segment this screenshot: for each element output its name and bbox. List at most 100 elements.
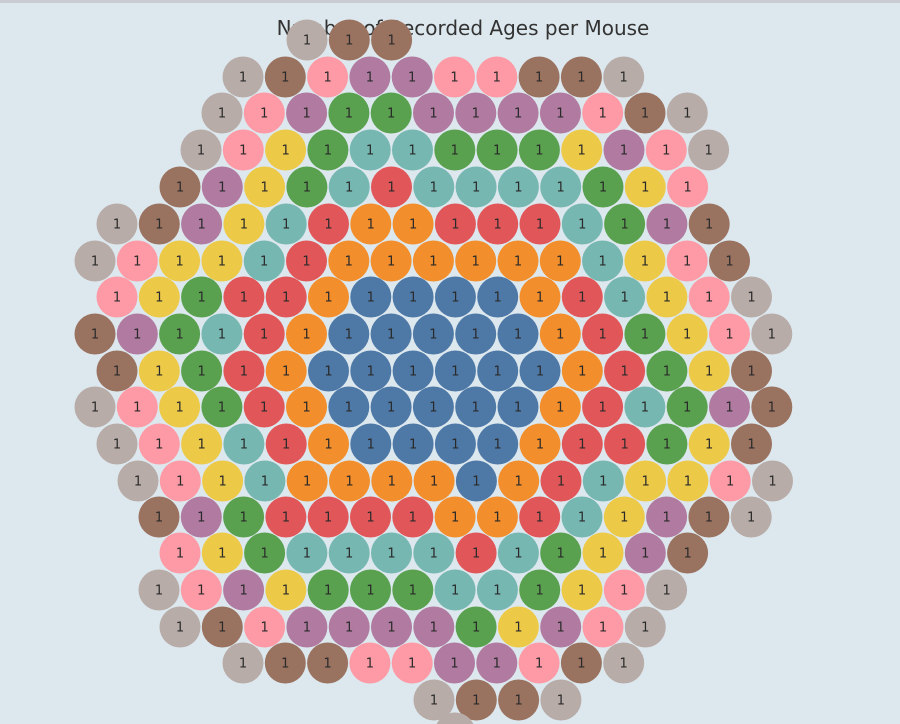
bubble[interactable]: 1 — [350, 569, 391, 611]
bubble-circle[interactable] — [370, 313, 412, 355]
bubble-circle[interactable] — [624, 386, 666, 428]
bubble-circle[interactable] — [286, 386, 327, 428]
bubble[interactable]: 1 — [560, 642, 602, 684]
bubble[interactable]: 1 — [181, 203, 223, 245]
bubble-circle[interactable] — [497, 92, 539, 134]
bubble[interactable]: 1 — [328, 166, 370, 208]
bubble-circle[interactable] — [688, 129, 730, 171]
bubble-circle[interactable] — [434, 642, 475, 684]
bubble[interactable]: 1 — [709, 313, 750, 355]
bubble-circle[interactable] — [455, 679, 497, 721]
bubble-circle[interactable] — [604, 423, 646, 465]
bubble-circle[interactable] — [243, 313, 285, 355]
bubble[interactable]: 1 — [519, 569, 561, 611]
bubble[interactable]: 1 — [646, 350, 688, 392]
bubble[interactable]: 1 — [96, 203, 138, 245]
bubble[interactable]: 1 — [244, 166, 286, 208]
bubble-circle[interactable] — [455, 166, 497, 208]
bubble[interactable]: 1 — [476, 642, 518, 684]
bubble[interactable]: 1 — [243, 240, 285, 282]
bubble-circle[interactable] — [329, 460, 370, 502]
bubble-circle[interactable] — [709, 386, 750, 428]
bubble[interactable]: 1 — [286, 386, 327, 428]
bubble[interactable]: 1 — [497, 166, 539, 208]
bubble-circle[interactable] — [138, 569, 180, 611]
bubble-circle[interactable] — [286, 606, 328, 648]
bubble-circle[interactable] — [476, 642, 518, 684]
bubble-circle[interactable] — [392, 203, 434, 245]
bubble[interactable]: 1 — [391, 642, 433, 684]
bubble[interactable]: 1 — [518, 642, 560, 684]
bubble[interactable]: 1 — [434, 350, 476, 392]
bubble[interactable]: 1 — [497, 240, 539, 282]
bubble-circle[interactable] — [223, 569, 265, 611]
bubble[interactable]: 1 — [560, 56, 602, 98]
bubble[interactable]: 1 — [497, 532, 539, 574]
bubble-circle[interactable] — [286, 532, 328, 574]
bubble[interactable]: 1 — [370, 92, 412, 134]
bubble-circle[interactable] — [539, 92, 581, 134]
bubble-circle[interactable] — [307, 642, 349, 684]
bubble[interactable]: 1 — [181, 350, 223, 392]
bubble-circle[interactable] — [328, 240, 370, 282]
bubble[interactable]: 1 — [624, 386, 666, 428]
bubble[interactable]: 1 — [264, 56, 306, 98]
bubble-circle[interactable] — [391, 642, 433, 684]
bubble[interactable]: 1 — [624, 313, 666, 355]
bubble[interactable]: 1 — [540, 460, 582, 502]
bubble[interactable]: 1 — [540, 166, 582, 208]
bubble[interactable]: 1 — [498, 679, 540, 721]
bubble-circle[interactable] — [539, 386, 581, 428]
bubble-circle[interactable] — [688, 203, 730, 245]
bubble[interactable]: 1 — [180, 129, 222, 171]
bubble-circle[interactable] — [350, 203, 392, 245]
bubble[interactable]: 1 — [434, 203, 476, 245]
bubble-circle[interactable] — [370, 240, 412, 282]
bubble[interactable]: 1 — [392, 276, 434, 318]
bubble[interactable]: 1 — [666, 313, 708, 355]
bubble-circle[interactable] — [371, 166, 412, 208]
bubble-circle[interactable] — [561, 129, 603, 171]
bubble-circle[interactable] — [243, 386, 285, 428]
bubble[interactable]: 1 — [709, 460, 751, 502]
bubble[interactable]: 1 — [159, 460, 201, 502]
bubble[interactable]: 1 — [117, 460, 159, 502]
bubble[interactable]: 1 — [243, 313, 285, 355]
bubble-circle[interactable] — [116, 313, 158, 355]
bubble-circle[interactable] — [392, 569, 434, 611]
bubble-circle[interactable] — [222, 129, 264, 171]
bubble-circle[interactable] — [666, 386, 708, 428]
bubble-circle[interactable] — [349, 56, 391, 98]
bubble[interactable]: 1 — [582, 460, 624, 502]
bubble[interactable]: 1 — [223, 423, 265, 465]
bubble[interactable]: 1 — [392, 129, 433, 171]
bubble-circle[interactable] — [434, 423, 476, 465]
bubble[interactable]: 1 — [222, 129, 264, 171]
bubble-circle[interactable] — [666, 313, 708, 355]
bubble[interactable]: 1 — [413, 460, 455, 502]
bubble-circle[interactable] — [286, 92, 328, 134]
bubble-circle[interactable] — [519, 569, 561, 611]
bubble[interactable]: 1 — [159, 313, 201, 355]
bubble[interactable]: 1 — [412, 386, 454, 428]
bubble[interactable]: 1 — [201, 92, 243, 134]
bubble[interactable]: 1 — [370, 240, 412, 282]
bubble-circle[interactable] — [350, 423, 392, 465]
bubble[interactable]: 1 — [582, 166, 624, 208]
bubble[interactable]: 1 — [582, 92, 624, 134]
bubble-circle[interactable] — [477, 350, 519, 392]
bubble[interactable]: 1 — [308, 423, 349, 465]
bubble-circle[interactable] — [392, 129, 433, 171]
bubble[interactable]: 1 — [307, 496, 349, 538]
bubble[interactable]: 1 — [328, 19, 370, 61]
bubble-circle[interactable] — [159, 606, 201, 648]
bubble-circle[interactable] — [117, 460, 159, 502]
bubble[interactable]: 1 — [752, 460, 793, 502]
bubble[interactable]: 1 — [497, 92, 539, 134]
bubble[interactable]: 1 — [265, 569, 307, 611]
bubble-circle[interactable] — [561, 276, 603, 318]
bubble[interactable]: 1 — [286, 240, 327, 282]
bubble[interactable]: 1 — [308, 350, 349, 392]
bubble[interactable]: 1 — [412, 240, 454, 282]
bubble-circle[interactable] — [201, 240, 243, 282]
